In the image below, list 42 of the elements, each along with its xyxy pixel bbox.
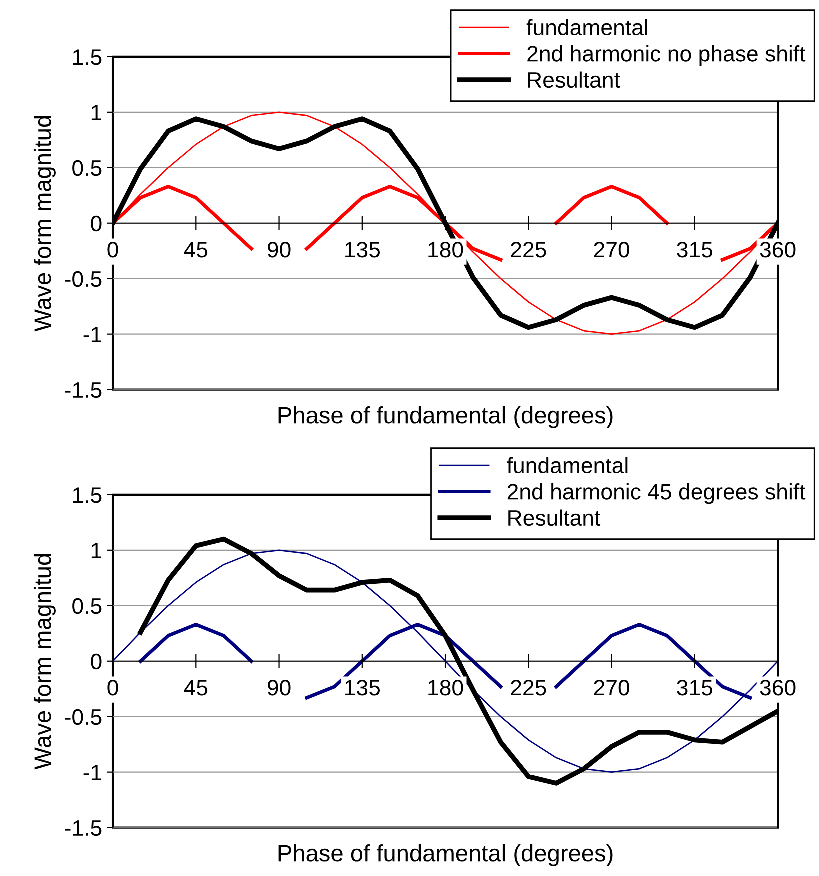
legend-label: Resultant — [508, 510, 601, 526]
x-tick-label: 360 — [760, 242, 796, 258]
y-tick-label: -0.5 — [65, 271, 102, 288]
x-tick-label: 225 — [511, 680, 546, 696]
x-tick-label: 135 — [346, 680, 380, 696]
y-tick-label: 1.5 — [73, 488, 102, 504]
legend-label: fundamental — [507, 457, 628, 474]
x-tick-label: 45 — [184, 680, 208, 696]
x-tick-label: 315 — [677, 680, 713, 696]
y-tick-label: 1 — [92, 543, 102, 558]
x-tick-label: 90 — [268, 680, 291, 696]
x-tick-label: 225 — [511, 242, 546, 258]
legend-label: 2nd harmonic no phase shift — [528, 45, 806, 66]
y-tick-label: 0 — [91, 654, 102, 670]
x-tick-label: 360 — [760, 680, 796, 696]
x-tick-label: 0 — [108, 242, 118, 258]
x-tick-label: 90 — [268, 242, 291, 258]
y-tick-label: 1.5 — [73, 50, 102, 66]
x-axis-title: Phase of fundamental (degrees) — [278, 844, 613, 866]
y-tick-label: -1 — [84, 327, 102, 342]
y-tick-label: 1 — [92, 105, 102, 120]
y-tick-label: -1.5 — [65, 820, 102, 836]
y-tick-label: 0 — [91, 216, 102, 232]
x-tick-label: 135 — [346, 242, 380, 258]
x-tick-label: 180 — [428, 242, 464, 258]
x-tick-label: 45 — [184, 242, 208, 258]
x-tick-label: 0 — [108, 680, 118, 696]
x-tick-label: 270 — [594, 680, 630, 696]
x-tick-label: 315 — [677, 242, 713, 258]
y-tick-label: 0.5 — [72, 598, 102, 614]
y-tick-label: 0.5 — [72, 160, 102, 176]
y-axis-title: Wave form magnitud — [34, 116, 56, 332]
legend-label: Resultant — [528, 72, 620, 88]
x-tick-label: 180 — [428, 680, 464, 696]
x-axis-title: Phase of fundamental (degrees) — [278, 406, 613, 428]
legend-label: fundamental — [526, 19, 648, 36]
y-tick-label: -0.5 — [65, 709, 102, 726]
legend-label: 2nd harmonic 45 degrees shift — [508, 483, 806, 504]
y-axis-title: Wave form magnitud — [34, 554, 56, 770]
y-tick-label: -1.5 — [65, 382, 102, 398]
y-tick-label: -1 — [84, 765, 102, 780]
x-tick-label: 270 — [594, 242, 630, 258]
